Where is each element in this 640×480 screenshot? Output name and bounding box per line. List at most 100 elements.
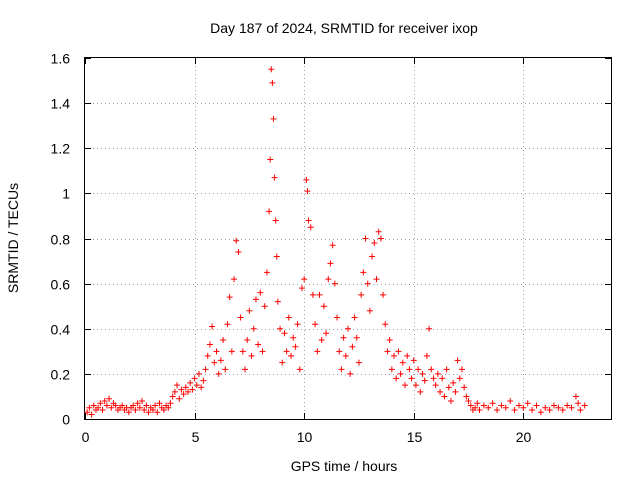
data-point — [191, 375, 198, 382]
data-point — [461, 384, 468, 391]
data-point — [465, 397, 472, 404]
data-point — [309, 291, 316, 298]
data-point — [581, 402, 588, 409]
data-point — [345, 325, 351, 332]
data-point — [165, 404, 172, 411]
data-point — [404, 352, 411, 359]
data-point — [241, 366, 248, 373]
data-point — [437, 388, 444, 395]
y-tick-label: 1.4 — [51, 96, 71, 112]
data-point — [355, 359, 362, 366]
data-point — [434, 370, 441, 377]
data-point — [106, 395, 113, 402]
data-point — [269, 79, 276, 86]
data-point — [255, 341, 262, 348]
data-point — [426, 325, 433, 332]
data-point — [419, 370, 426, 377]
data-point — [95, 404, 102, 411]
data-point — [84, 409, 91, 416]
chart-title: Day 187 of 2024, SRMTID for receiver ixo… — [210, 20, 478, 36]
data-point — [279, 359, 286, 366]
axis-ticks: 0 5 10 15 20 0 0.2 0.4 0.6 0.8 1 1.2 1.4 1.6 — [51, 51, 611, 445]
data-point — [432, 382, 439, 389]
data-point — [515, 402, 522, 409]
data-point — [397, 370, 404, 377]
data-point — [577, 406, 584, 413]
data-point — [200, 377, 207, 384]
data-point — [366, 307, 373, 314]
data-point — [108, 404, 115, 411]
data-point — [86, 404, 93, 411]
data-point — [476, 406, 483, 413]
data-point — [369, 253, 376, 260]
data-point — [292, 343, 299, 350]
data-point — [362, 235, 369, 242]
data-point — [347, 370, 354, 377]
data-point — [145, 409, 152, 416]
data-point — [271, 174, 278, 181]
data-point — [382, 321, 389, 328]
data-point — [97, 400, 104, 407]
data-point — [498, 402, 505, 409]
data-point — [546, 406, 553, 413]
data-point — [480, 402, 487, 409]
data-point — [375, 228, 382, 235]
data-point — [360, 269, 367, 276]
data-point — [507, 397, 514, 404]
data-point — [202, 366, 209, 373]
data-point — [334, 314, 341, 321]
data-point — [90, 402, 97, 409]
data-point — [213, 348, 220, 355]
data-point — [206, 341, 213, 348]
data-point — [388, 366, 395, 373]
data-point — [101, 397, 108, 404]
data-point — [288, 352, 295, 359]
data-point — [231, 276, 238, 283]
data-point — [474, 400, 481, 407]
data-point — [384, 348, 391, 355]
data-point — [178, 386, 185, 393]
y-tick-label: 0 — [62, 412, 70, 428]
data-point — [259, 348, 266, 355]
plot-frame — [84, 57, 612, 420]
data-point — [353, 334, 360, 341]
data-point — [267, 156, 274, 163]
data-point — [320, 303, 327, 310]
data-point — [537, 409, 544, 416]
data-point — [272, 217, 279, 224]
data-point — [551, 402, 558, 409]
data-point — [349, 343, 356, 350]
data-point — [314, 348, 321, 355]
data-point — [195, 370, 202, 377]
data-point — [220, 337, 227, 344]
data-point — [445, 384, 452, 391]
data-point — [410, 357, 417, 364]
data-point — [274, 298, 281, 305]
data-point — [134, 400, 141, 407]
data-point — [391, 352, 398, 359]
y-tick-label: 1.6 — [51, 51, 71, 67]
data-point — [529, 406, 536, 413]
data-point — [542, 404, 549, 411]
data-point — [204, 352, 211, 359]
data-point — [217, 357, 224, 364]
data-point — [277, 325, 284, 332]
data-point — [160, 406, 167, 413]
x-axis-label: GPS time / hours — [291, 458, 398, 474]
data-point — [209, 323, 216, 330]
data-point — [386, 337, 393, 344]
data-point — [257, 289, 264, 296]
data-point — [443, 366, 450, 373]
data-point — [456, 375, 463, 382]
data-point — [342, 352, 349, 359]
data-point — [169, 393, 176, 400]
y-tick-label: 0.4 — [51, 322, 71, 338]
data-point — [415, 366, 422, 373]
grid-lines — [85, 58, 611, 419]
data-point — [305, 217, 312, 224]
data-point — [252, 296, 259, 303]
data-point — [290, 334, 297, 341]
data-point — [244, 337, 251, 344]
